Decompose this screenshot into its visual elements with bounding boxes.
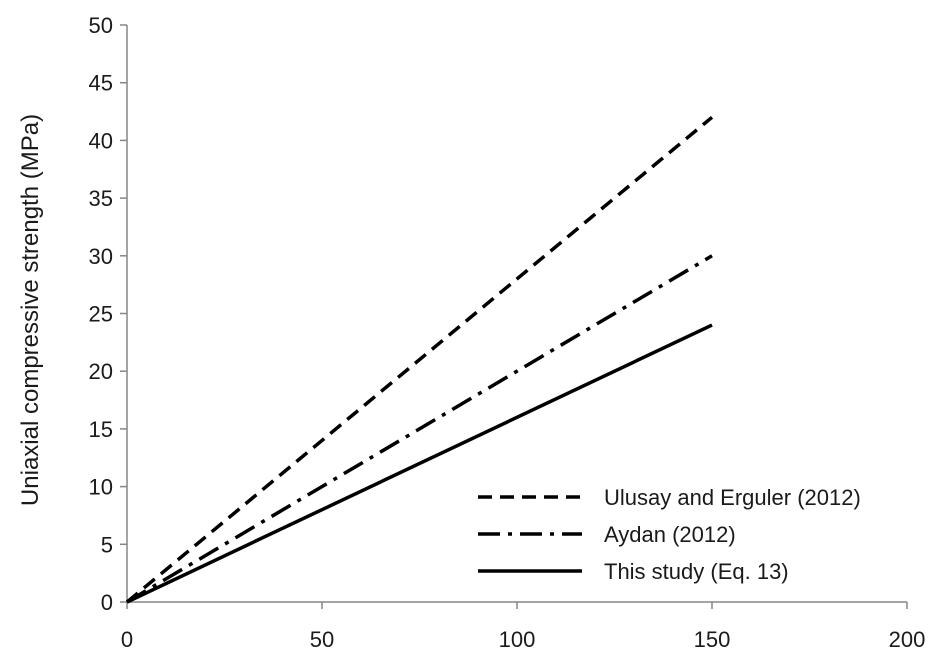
- y-tick-label: 50: [89, 13, 113, 38]
- y-tick-label: 45: [89, 71, 113, 96]
- axes: 0 5 10 15 20 25 30 35 40 45 50 0 50 100 150 200: [89, 13, 926, 652]
- series-line-1: [126, 254, 713, 604]
- legend: Ulusay and Erguler (2012) Aydan (2012) Th…: [478, 485, 861, 584]
- y-tick-label: 20: [89, 359, 113, 384]
- legend-label-0: Ulusay and Erguler (2012): [604, 485, 861, 510]
- series-layer: [125, 115, 714, 604]
- y-axis-title: Uniaxial compressive strength (MPa): [17, 114, 44, 506]
- y-tick-label: 35: [89, 186, 113, 211]
- y-tick-label: 15: [89, 417, 113, 442]
- legend-label-2: This study (Eq. 13): [604, 559, 789, 584]
- x-tick-label: 50: [310, 627, 334, 652]
- x-tick-label: 150: [694, 627, 731, 652]
- series-line-2: [126, 323, 713, 604]
- series-line-0: [125, 115, 714, 604]
- y-tick-label: 0: [101, 590, 113, 615]
- y-tick-label: 40: [89, 128, 113, 153]
- x-tick-label: 200: [889, 627, 926, 652]
- x-tick-label: 0: [121, 627, 133, 652]
- y-tick-label: 10: [89, 475, 113, 500]
- y-tick-label: 30: [89, 244, 113, 269]
- y-tick-label: 5: [101, 532, 113, 557]
- legend-label-1: Aydan (2012): [604, 522, 736, 547]
- x-tick-label: 100: [499, 627, 536, 652]
- y-tick-label: 25: [89, 302, 113, 327]
